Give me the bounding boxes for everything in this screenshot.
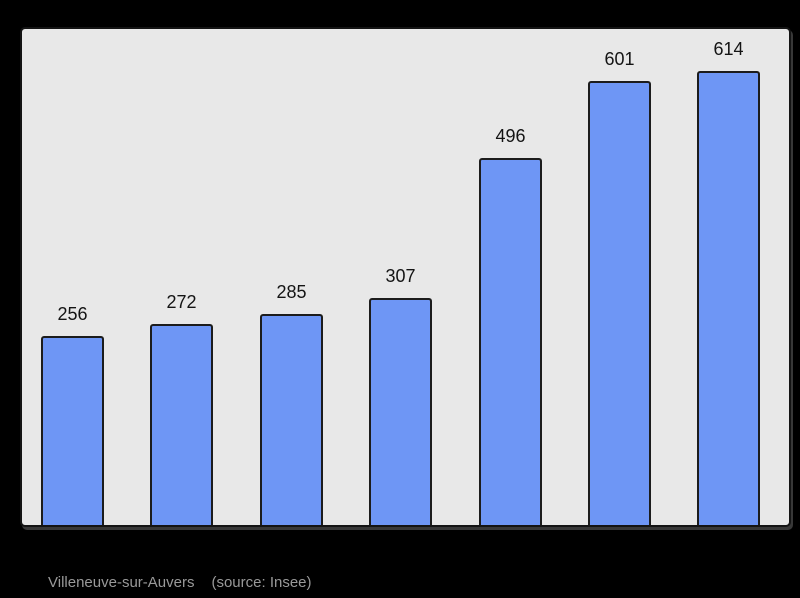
bar: [588, 81, 651, 525]
bar: [369, 298, 432, 525]
plot-area: 256 272 285 307 496 601 614: [22, 29, 789, 525]
chart-frame: 256 272 285 307 496 601 614: [20, 27, 791, 527]
bar-value-label: 285: [276, 282, 307, 302]
caption: Villeneuve-sur-Auvers (source: Insee): [48, 574, 312, 592]
bar: [41, 336, 104, 525]
bar-value-label: 614: [713, 39, 744, 59]
bar-value-label: 307: [385, 266, 416, 286]
bar-value-label: 256: [57, 304, 88, 324]
bar: [479, 158, 542, 525]
bar: [260, 314, 323, 525]
caption-place: Villeneuve-sur-Auvers: [48, 574, 195, 591]
caption-source: (source: Insee): [211, 574, 312, 591]
bar-value-label: 496: [495, 126, 526, 146]
bar-value-label: 601: [604, 49, 635, 69]
bar: [697, 71, 760, 525]
bar-value-label: 272: [166, 292, 197, 312]
bar: [150, 324, 213, 525]
